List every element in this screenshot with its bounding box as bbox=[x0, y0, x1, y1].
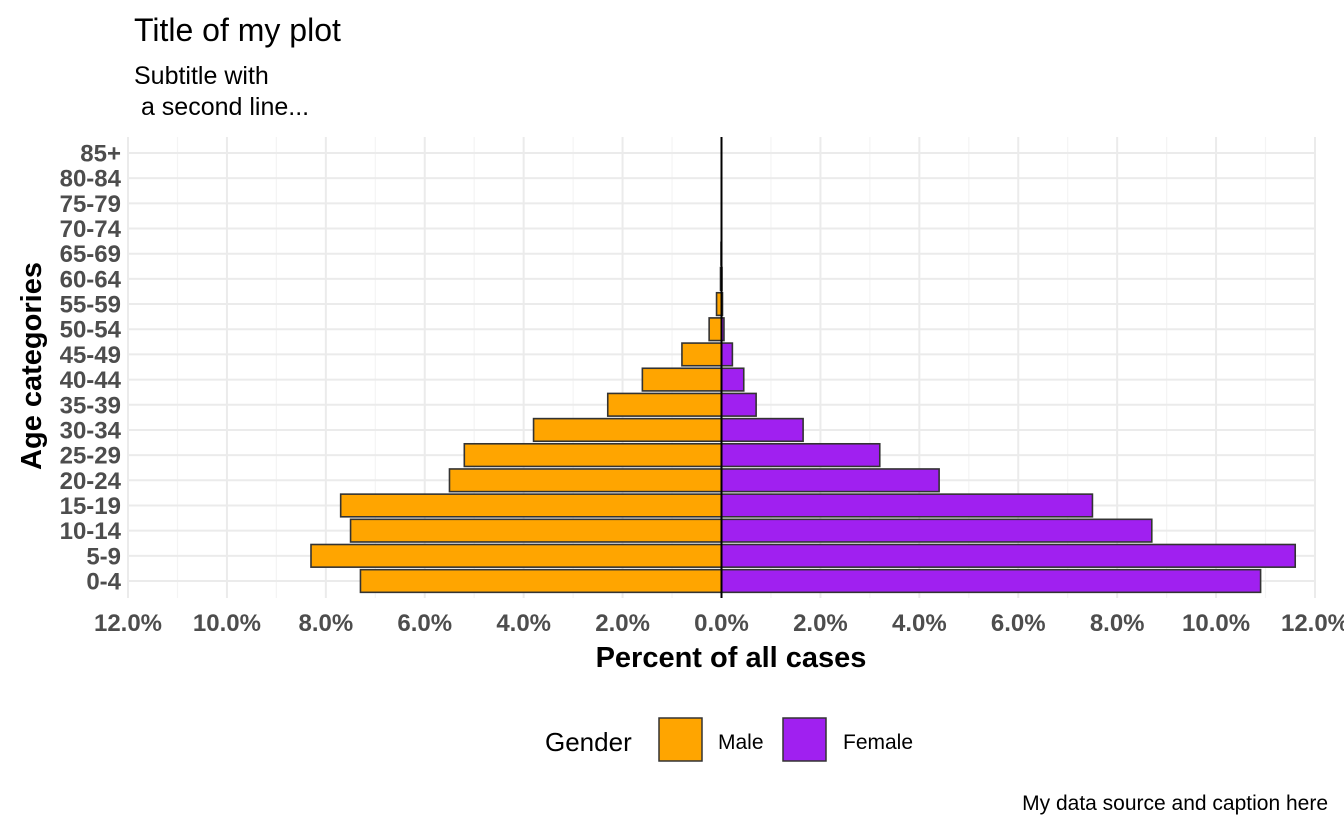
bar-female-25-29 bbox=[720, 442, 881, 468]
x-tick-label: 6.0% bbox=[991, 610, 1046, 637]
x-tick-label: 2.0% bbox=[595, 610, 650, 637]
bar-male-40-44 bbox=[641, 367, 723, 392]
bar-male-20-24 bbox=[448, 468, 723, 493]
legend-label-female: Female bbox=[843, 731, 913, 754]
bar-male-15-19 bbox=[339, 493, 723, 518]
bar-male-35-39 bbox=[606, 392, 723, 417]
legend-swatch-male bbox=[658, 717, 703, 762]
bar-male-10-14 bbox=[349, 518, 723, 543]
y-tick-label: 10-14 bbox=[60, 518, 122, 545]
bars bbox=[310, 241, 1297, 594]
y-tick-label: 20-24 bbox=[60, 468, 122, 495]
x-tick-label: 12.0% bbox=[94, 610, 162, 637]
bar-female-10-14 bbox=[720, 518, 1153, 543]
y-tick-label: 45-49 bbox=[60, 342, 121, 369]
x-tick-label: 8.0% bbox=[1090, 610, 1145, 637]
x-tick-label: 8.0% bbox=[298, 610, 353, 637]
y-tick-label: 50-54 bbox=[60, 317, 122, 344]
bar-male-45-49 bbox=[681, 342, 723, 367]
y-tick-labels: 0-45-910-1415-1920-2425-2930-3435-3940-4… bbox=[60, 141, 122, 596]
bar-female-15-19 bbox=[720, 493, 1094, 518]
y-tick-label: 0-4 bbox=[86, 569, 121, 596]
bar-female-35-39 bbox=[720, 392, 757, 417]
y-tick-label: 35-39 bbox=[60, 392, 121, 419]
y-tick-label: 70-74 bbox=[60, 216, 122, 243]
x-axis-title: Percent of all cases bbox=[596, 642, 867, 674]
y-tick-label: 85+ bbox=[80, 141, 121, 168]
bar-female-30-34 bbox=[720, 417, 804, 443]
legend-title: Gender bbox=[545, 727, 632, 757]
bar-male-50-54 bbox=[708, 317, 723, 342]
legend-swatch-female bbox=[782, 717, 827, 762]
y-tick-label: 60-64 bbox=[60, 266, 122, 293]
y-tick-label: 30-34 bbox=[60, 417, 122, 444]
x-tick-label: 2.0% bbox=[793, 610, 848, 637]
bar-female-5-9 bbox=[720, 543, 1297, 568]
bar-female-40-44 bbox=[720, 367, 745, 392]
y-tick-label: 80-84 bbox=[60, 166, 122, 193]
chart-caption: My data source and caption here bbox=[1022, 792, 1328, 815]
x-tick-label: 10.0% bbox=[1182, 610, 1250, 637]
bar-male-25-29 bbox=[463, 442, 723, 468]
y-tick-label: 65-69 bbox=[60, 241, 121, 268]
bar-female-0-4 bbox=[720, 568, 1262, 594]
y-tick-label: 5-9 bbox=[86, 543, 121, 570]
bar-male-30-34 bbox=[532, 417, 723, 443]
y-tick-label: 55-59 bbox=[60, 292, 121, 319]
y-tick-label: 25-29 bbox=[60, 443, 121, 470]
x-tick-label: 10.0% bbox=[193, 610, 261, 637]
bar-female-45-49 bbox=[720, 342, 734, 367]
bar-female-20-24 bbox=[720, 468, 940, 493]
y-tick-label: 75-79 bbox=[60, 191, 121, 218]
chart-title: Title of my plot bbox=[134, 12, 341, 48]
legend-label-male: Male bbox=[718, 731, 764, 754]
bar-male-0-4 bbox=[359, 568, 723, 594]
chart-subtitle-line-2: a second line... bbox=[134, 93, 309, 121]
chart-subtitle-line-1: Subtitle with bbox=[134, 62, 269, 90]
x-tick-label: 12.0% bbox=[1281, 610, 1344, 637]
x-tick-label: 4.0% bbox=[892, 610, 947, 637]
x-tick-labels: 12.0% 10.0% 8.0% 6.0% 4.0% 2.0% 0.0% 2.0% 4.0% 6.… bbox=[94, 610, 1344, 637]
y-tick-label: 15-19 bbox=[60, 493, 121, 520]
y-tick-label: 40-44 bbox=[60, 367, 122, 394]
x-tick-label: 6.0% bbox=[397, 610, 452, 637]
x-tick-label: 0.0% bbox=[694, 610, 749, 637]
x-tick-label: 4.0% bbox=[496, 610, 551, 637]
y-axis-title: Age categories bbox=[16, 262, 48, 470]
bar-male-5-9 bbox=[310, 543, 723, 568]
legend: Gender Male Female bbox=[545, 717, 913, 762]
